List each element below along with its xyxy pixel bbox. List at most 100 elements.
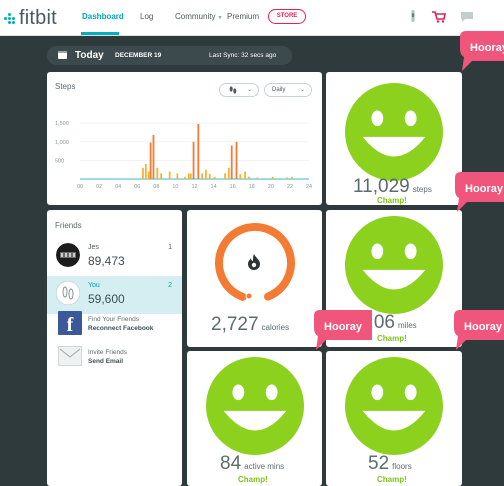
step-bar	[160, 173, 163, 179]
step-bar	[230, 145, 233, 179]
hooray-badge-floors[interactable]: Hooray	[452, 306, 504, 352]
active-value-line: 84 active mins	[220, 453, 284, 475]
x-tick-label: 24	[306, 184, 312, 190]
steps-bar-chart: 500 1,000 1,500 00 02 04 06 08 10 12 14 16 18 20 22 24	[55, 121, 312, 190]
x-tick-label: 16	[230, 184, 236, 190]
x-tick-label: 08	[153, 184, 159, 190]
step-bar	[192, 141, 195, 179]
nav-log[interactable]: Log	[140, 12, 154, 21]
smiley-face-icon	[345, 357, 443, 455]
friends-title: Friends	[55, 221, 82, 230]
nav-community-label: Community	[175, 12, 216, 21]
friend-rank: 2	[168, 282, 172, 289]
step-bar	[142, 167, 144, 179]
step-bar	[189, 173, 192, 179]
x-tick-label: 22	[287, 184, 293, 190]
top-nav: fitbit Dashboard Log Community ▼ Premium …	[0, 0, 504, 36]
y-tick-label: 1,000	[55, 140, 69, 146]
friend-steps: 59,600	[88, 292, 125, 306]
chevron-down-icon: ▼	[217, 15, 223, 21]
step-bar	[197, 123, 200, 179]
step-bar	[176, 173, 179, 179]
fitbit-dots-icon	[4, 10, 16, 28]
fitbit-logo[interactable]: fitbit	[4, 7, 57, 30]
distance-status: Champ!	[377, 334, 407, 343]
friend-rank: 1	[168, 244, 172, 251]
floors-tile[interactable]: 52 floors Champ!	[326, 351, 462, 486]
active-value: 84	[220, 453, 242, 474]
smiley-face-icon	[206, 357, 304, 455]
steps-value: 11,029	[353, 176, 410, 197]
step-bar	[152, 135, 155, 179]
active-unit: active mins	[244, 462, 285, 471]
floors-status: Champ!	[377, 475, 407, 484]
floors-unit: floors	[392, 462, 412, 471]
step-bar	[290, 176, 293, 179]
floors-value: 52	[368, 453, 390, 474]
hooray-bubble-icon	[314, 310, 372, 350]
date-label[interactable]: DECEMBER 19	[115, 52, 162, 59]
nav-dashboard[interactable]: Dashboard	[82, 12, 124, 21]
y-tick-label: 500	[55, 158, 64, 164]
step-bar	[201, 173, 204, 179]
calories-unit: calories	[261, 323, 290, 332]
chevron-down-icon: ⌄	[299, 87, 305, 93]
calories-value: 2,727	[211, 314, 259, 335]
hooray-bubble-icon	[460, 31, 504, 71]
step-bar	[235, 141, 238, 179]
shopping-cart-icon[interactable]	[432, 11, 446, 23]
friends-card: Friends Jes 89,473 1 You 59,600 2	[47, 210, 182, 486]
x-tick-label: 00	[77, 184, 83, 190]
smiley-face-icon	[345, 83, 443, 181]
hooray-badge-distance-top[interactable]: Hooray	[453, 168, 504, 214]
steps-chart-card: Steps ⌄ Daily ⌄ 500 1,000 1,500 00 02 04 06 08 1…	[47, 72, 322, 205]
x-tick-label: 14	[211, 184, 217, 190]
footsteps-icon	[229, 86, 237, 94]
friend-name: Jes	[88, 244, 99, 251]
step-bar	[208, 173, 211, 179]
friend-row-jes[interactable]: Jes 89,473 1	[47, 238, 182, 276]
hooray-badge-steps[interactable]: Hooray	[458, 27, 504, 73]
nav-premium[interactable]: Premium	[227, 12, 260, 21]
tracker-device-icon[interactable]	[408, 10, 418, 22]
steps-tile[interactable]: 11,029 steps Champ!	[326, 72, 462, 205]
active-minutes-tile[interactable]: 84 active mins Champ!	[187, 351, 322, 486]
store-button[interactable]: STORE	[268, 9, 306, 24]
nav-community[interactable]: Community ▼	[175, 12, 222, 21]
step-bar	[187, 173, 190, 179]
calories-tile[interactable]: 2,727 calories	[187, 210, 322, 347]
step-bar	[156, 167, 159, 179]
x-tick-label: 18	[249, 184, 255, 190]
date-bar: Today DECEMBER 19 Last Sync: 32 secs ago	[47, 46, 292, 65]
period-dropdown-label: Daily	[272, 87, 286, 93]
hooray-label: Hooray	[465, 183, 503, 195]
x-tick-label: 04	[115, 184, 121, 190]
smiley-face-icon	[345, 216, 443, 314]
hooray-badge-distance[interactable]: Hooray	[312, 306, 374, 352]
steps-status: Champ!	[377, 196, 407, 205]
avatar	[56, 243, 80, 267]
hooray-label: Hooray	[470, 42, 504, 54]
calorie-progress-ring	[214, 223, 295, 303]
steps-chart-title: Steps	[55, 82, 76, 91]
nav-active-indicator	[81, 32, 119, 35]
step-bar	[244, 171, 246, 179]
step-bar	[144, 164, 147, 179]
calendar-icon[interactable]	[58, 51, 67, 59]
friend-steps: 89,473	[88, 254, 125, 268]
friend-row-you[interactable]: You 59,600 2	[47, 276, 182, 314]
step-bar	[184, 176, 186, 179]
calories-value-line: 2,727 calories	[211, 314, 289, 336]
flame-icon	[248, 254, 260, 270]
x-tick-label: 12	[191, 184, 197, 190]
x-tick-label: 10	[172, 184, 178, 190]
step-bar	[256, 177, 259, 179]
messages-icon[interactable]	[460, 11, 474, 23]
activity-type-dropdown[interactable]: ⌄	[219, 83, 259, 97]
step-bar	[239, 174, 242, 179]
avatar	[56, 281, 80, 305]
date-today[interactable]: Today	[75, 50, 104, 61]
period-dropdown[interactable]: Daily ⌄	[264, 83, 312, 97]
hooray-bubble-icon	[455, 172, 504, 212]
step-bar	[205, 169, 207, 179]
